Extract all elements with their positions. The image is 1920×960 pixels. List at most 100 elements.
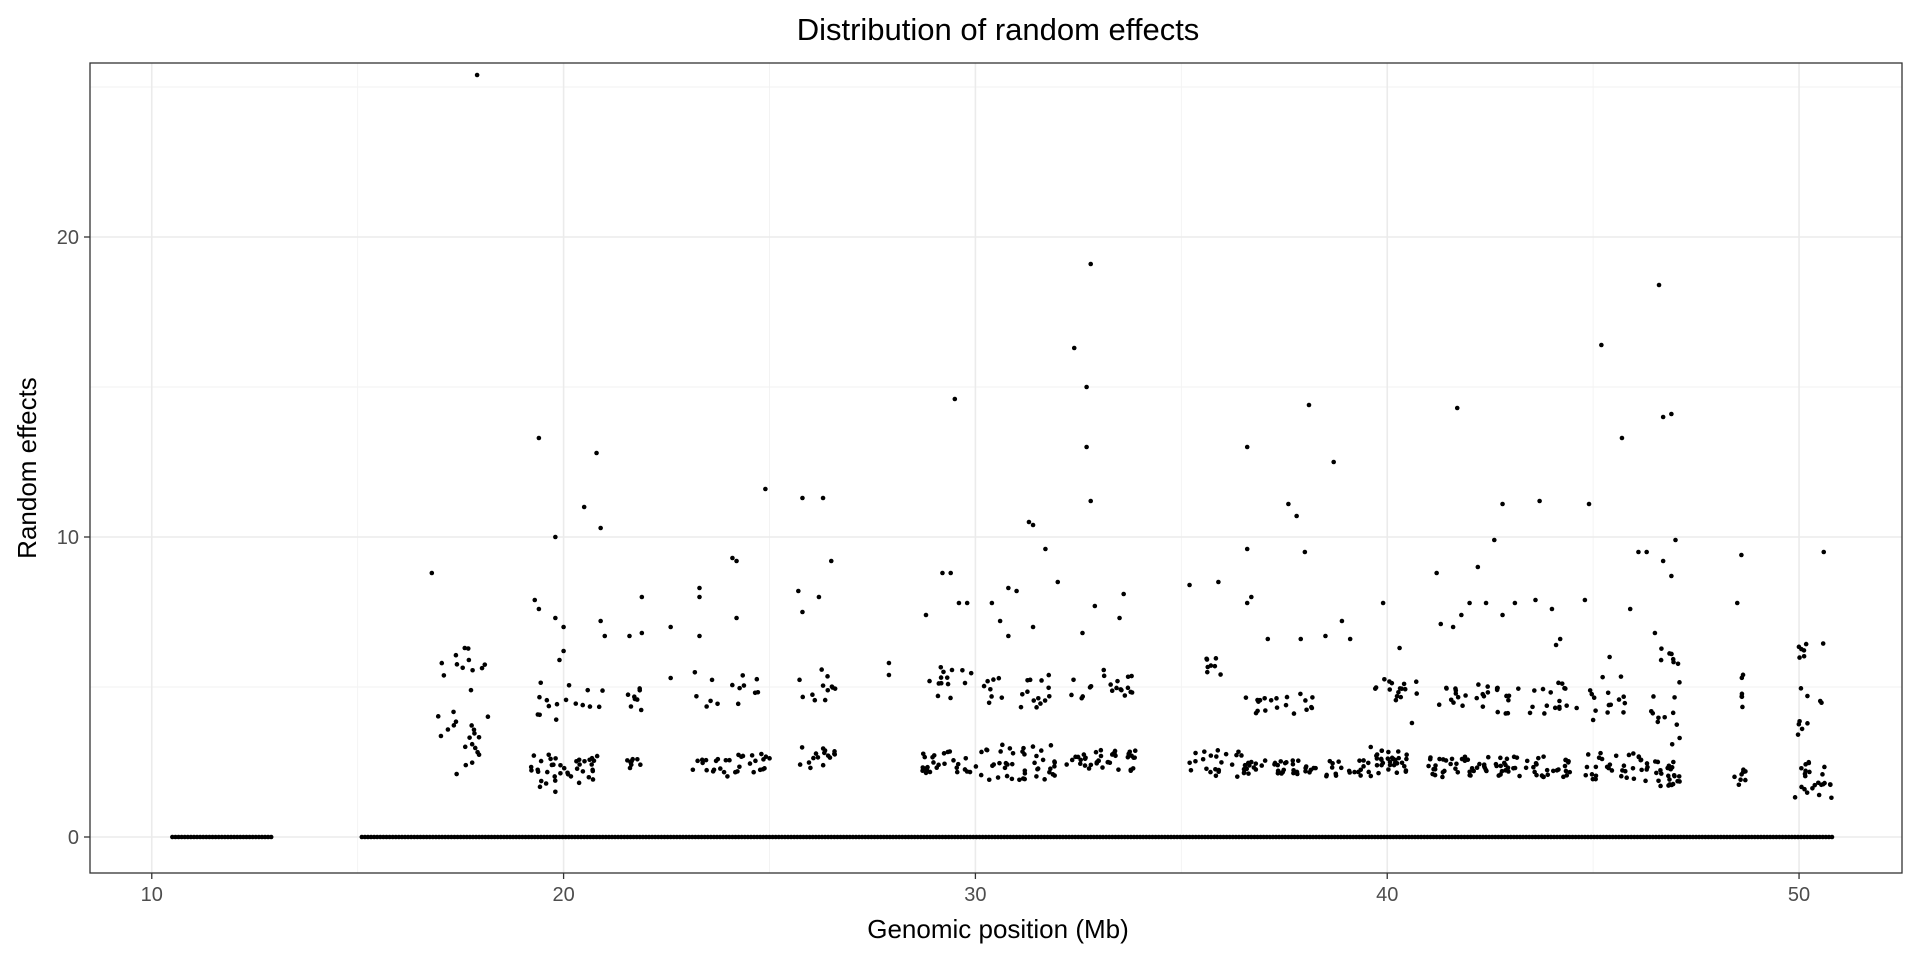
data-point [531,753,537,758]
data-point [1022,776,1027,782]
data-point [602,633,608,639]
data-point [1607,654,1612,660]
data-point [1598,750,1603,756]
data-point [1034,705,1039,710]
data-point [465,646,471,651]
data-point [1234,774,1240,779]
data-point [1739,694,1745,700]
data-point [1593,708,1598,713]
data-point [1035,766,1041,771]
data-point [1660,414,1666,420]
data-point [1589,691,1595,697]
data-point [546,703,552,709]
data-point [1743,769,1748,774]
data-point [1504,756,1510,762]
data-point [639,630,645,636]
data-point [721,769,727,775]
data-point [704,767,709,773]
data-point [1671,659,1676,665]
data-point [576,780,582,786]
data-point [923,770,929,776]
data-point [1043,546,1048,552]
data-point [1042,698,1048,703]
data-point [1671,759,1676,765]
data-point [1204,669,1210,675]
data-point [931,760,936,765]
data-point [589,762,594,767]
x-axis-title: Genomic position (Mb) [867,914,1129,944]
data-point [1327,758,1333,764]
data-point [938,675,944,680]
data-point [1088,261,1094,267]
data-point [1506,697,1511,703]
data-point [708,698,713,704]
data-point [554,701,560,707]
data-point [1038,748,1044,753]
data-point [1503,711,1509,716]
data-point [1532,769,1537,775]
data-point [751,769,756,775]
data-point [441,673,447,678]
data-point [429,570,435,576]
data-point [1533,760,1539,766]
data-point [1048,766,1053,772]
data-point [697,585,702,591]
data-point [1229,762,1235,767]
data-point [1656,715,1661,721]
data-point [1242,762,1248,768]
data-point [1244,600,1250,606]
data-point [1454,405,1460,411]
data-point [1347,636,1353,642]
data-point [1030,522,1036,528]
data-point [1077,761,1083,767]
data-point [1669,742,1675,747]
data-point [1583,772,1589,778]
data-point [1071,677,1076,683]
data-point [1329,765,1335,770]
data-point [945,681,951,687]
data-point [438,733,444,739]
data-point [1820,641,1826,646]
data-point [1430,771,1435,777]
data-point [553,789,558,795]
data-point [1798,686,1804,691]
data-point [1046,685,1051,691]
data-point [580,769,586,774]
data-point [1618,773,1624,779]
data-point [1743,777,1748,783]
data-point [454,662,460,667]
data-point [1127,749,1133,755]
data-point [700,760,705,766]
data-point [718,766,723,771]
data-point [1517,773,1522,779]
data-point [628,762,634,768]
data-point [995,775,1001,780]
data-point [1025,689,1030,695]
data-point [1459,612,1464,618]
data-point [469,760,475,765]
data-point [1026,519,1032,525]
data-point [1739,675,1745,681]
data-point [1236,749,1241,755]
data-point [1333,773,1339,778]
chart-title: Distribution of random effects [797,12,1200,47]
data-point [1094,761,1100,766]
data-point [1387,759,1393,765]
data-point [923,612,929,618]
data-point [1433,763,1438,768]
data-point [1630,766,1636,771]
data-point [1394,770,1400,776]
data-point [1514,755,1520,760]
data-point [1108,682,1113,687]
data-point [1187,582,1192,588]
data-point [1030,744,1036,749]
data-point [1498,772,1503,777]
data-point [1527,710,1533,716]
data-point [1274,696,1279,701]
data-point [694,693,699,699]
data-point [941,751,947,756]
data-point [479,665,485,671]
data-point [563,697,569,703]
data-point [1213,656,1219,661]
data-point [734,615,739,621]
